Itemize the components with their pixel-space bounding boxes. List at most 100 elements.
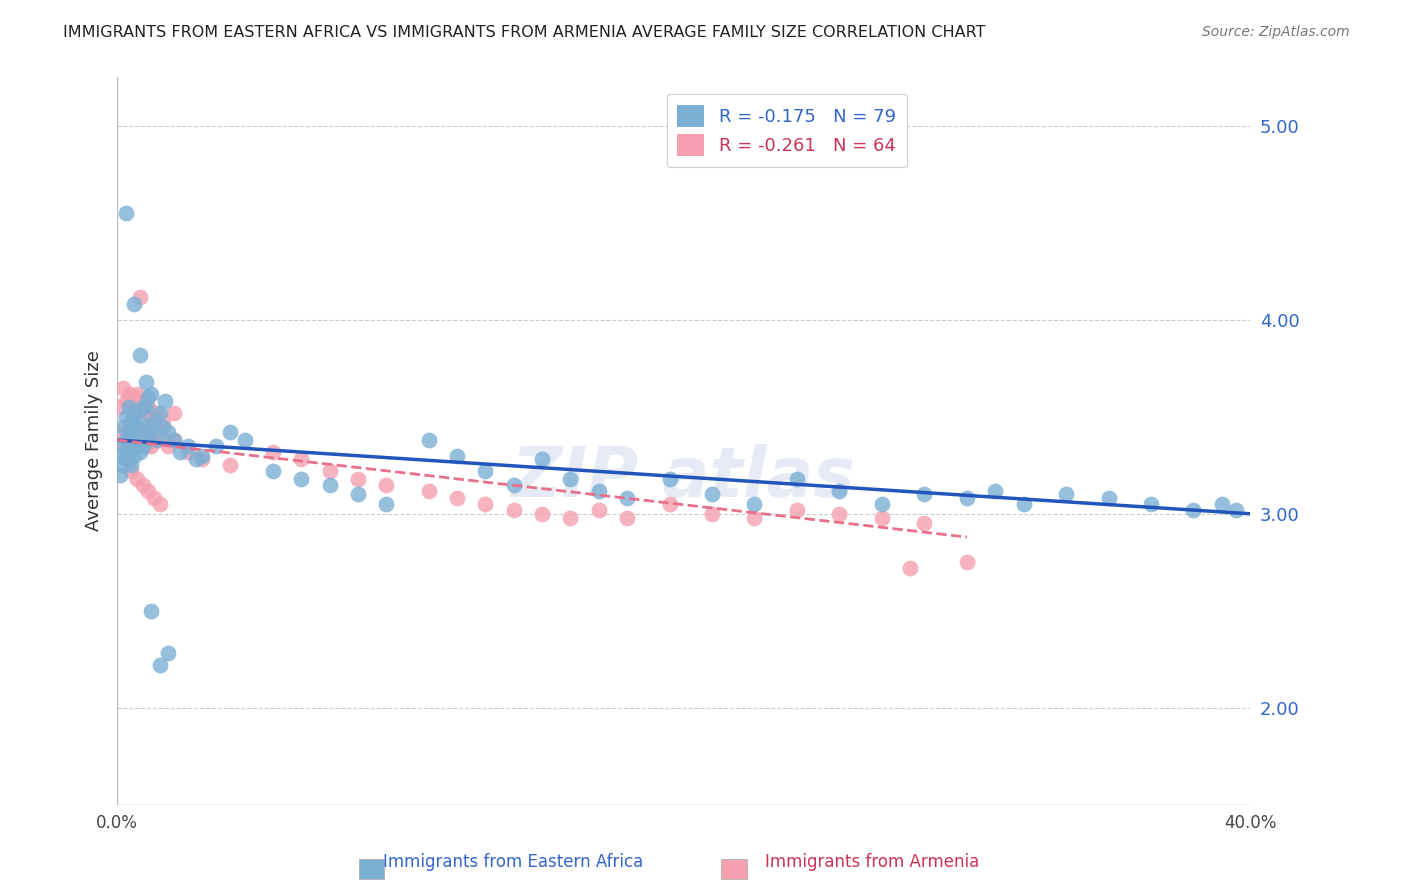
Point bbox=[1225, 503, 1247, 517]
Point bbox=[114, 433, 136, 447]
Point bbox=[418, 433, 440, 447]
Point bbox=[134, 375, 156, 389]
Point bbox=[111, 425, 134, 440]
Point bbox=[956, 555, 979, 569]
Point bbox=[219, 458, 242, 473]
Point bbox=[233, 433, 256, 447]
Point bbox=[114, 452, 136, 467]
Point bbox=[138, 425, 160, 440]
Point bbox=[984, 483, 1007, 498]
Point bbox=[828, 507, 851, 521]
Point bbox=[502, 503, 524, 517]
Point bbox=[128, 444, 150, 458]
Point bbox=[786, 503, 808, 517]
Point bbox=[744, 497, 766, 511]
Point bbox=[956, 491, 979, 506]
Point bbox=[191, 449, 214, 463]
Point bbox=[138, 391, 160, 405]
Point bbox=[163, 406, 186, 420]
Point bbox=[114, 206, 136, 220]
Point bbox=[588, 483, 610, 498]
Point bbox=[146, 433, 169, 447]
Point bbox=[531, 452, 554, 467]
Point bbox=[134, 400, 156, 414]
Point bbox=[219, 425, 242, 440]
Point bbox=[616, 491, 638, 506]
Point bbox=[157, 425, 180, 440]
Point bbox=[446, 449, 468, 463]
Point bbox=[205, 439, 228, 453]
Point bbox=[786, 472, 808, 486]
Point bbox=[108, 449, 131, 463]
Point bbox=[290, 452, 312, 467]
Point bbox=[131, 477, 153, 491]
Point bbox=[108, 468, 131, 483]
Point bbox=[125, 419, 148, 434]
Point bbox=[141, 419, 163, 434]
Point bbox=[163, 433, 186, 447]
Point bbox=[828, 483, 851, 498]
Point bbox=[1054, 487, 1077, 501]
Point bbox=[131, 394, 153, 409]
Point bbox=[560, 472, 582, 486]
Point bbox=[700, 487, 723, 501]
Point bbox=[375, 497, 398, 511]
Point bbox=[108, 439, 131, 453]
Point bbox=[149, 406, 172, 420]
Point bbox=[141, 604, 163, 618]
Point bbox=[870, 510, 893, 524]
Point bbox=[446, 491, 468, 506]
Point bbox=[141, 439, 163, 453]
Point bbox=[134, 439, 156, 453]
Point bbox=[120, 458, 142, 473]
Point bbox=[131, 425, 153, 440]
Point bbox=[418, 483, 440, 498]
Point bbox=[120, 400, 142, 414]
Point bbox=[128, 400, 150, 414]
Point bbox=[131, 439, 153, 453]
Text: IMMIGRANTS FROM EASTERN AFRICA VS IMMIGRANTS FROM ARMENIA AVERAGE FAMILY SIZE CO: IMMIGRANTS FROM EASTERN AFRICA VS IMMIGR… bbox=[63, 25, 986, 40]
Point bbox=[120, 414, 142, 428]
Point bbox=[347, 472, 370, 486]
Point bbox=[474, 464, 496, 478]
Point bbox=[588, 503, 610, 517]
Point bbox=[163, 433, 186, 447]
Point bbox=[131, 400, 153, 414]
Point bbox=[177, 439, 200, 453]
Point bbox=[111, 439, 134, 453]
Point bbox=[912, 516, 935, 531]
Point bbox=[1182, 503, 1205, 517]
Point bbox=[114, 409, 136, 424]
Point bbox=[122, 425, 145, 440]
Point bbox=[117, 419, 139, 434]
Point bbox=[111, 458, 134, 473]
Point bbox=[149, 658, 172, 673]
Point bbox=[143, 433, 166, 447]
Text: Immigrants from Armenia: Immigrants from Armenia bbox=[765, 853, 979, 871]
Point bbox=[108, 400, 131, 414]
Point bbox=[125, 439, 148, 453]
Point bbox=[157, 439, 180, 453]
Point bbox=[318, 477, 340, 491]
Legend: R = -0.175   N = 79, R = -0.261   N = 64: R = -0.175 N = 79, R = -0.261 N = 64 bbox=[666, 94, 907, 167]
Point bbox=[134, 406, 156, 420]
Point bbox=[1012, 497, 1035, 511]
Point bbox=[155, 394, 177, 409]
Text: ZIP atlas: ZIP atlas bbox=[512, 444, 855, 511]
Point bbox=[138, 483, 160, 498]
Point bbox=[531, 507, 554, 521]
Point bbox=[120, 433, 142, 447]
Point bbox=[117, 386, 139, 401]
Point bbox=[141, 386, 163, 401]
Point bbox=[560, 510, 582, 524]
Point bbox=[120, 464, 142, 478]
Point bbox=[658, 472, 681, 486]
Point bbox=[262, 444, 284, 458]
Point bbox=[125, 386, 148, 401]
Point bbox=[120, 433, 142, 447]
Point bbox=[318, 464, 340, 478]
Point bbox=[122, 391, 145, 405]
Point bbox=[347, 487, 370, 501]
Point bbox=[912, 487, 935, 501]
Text: Source: ZipAtlas.com: Source: ZipAtlas.com bbox=[1202, 25, 1350, 39]
